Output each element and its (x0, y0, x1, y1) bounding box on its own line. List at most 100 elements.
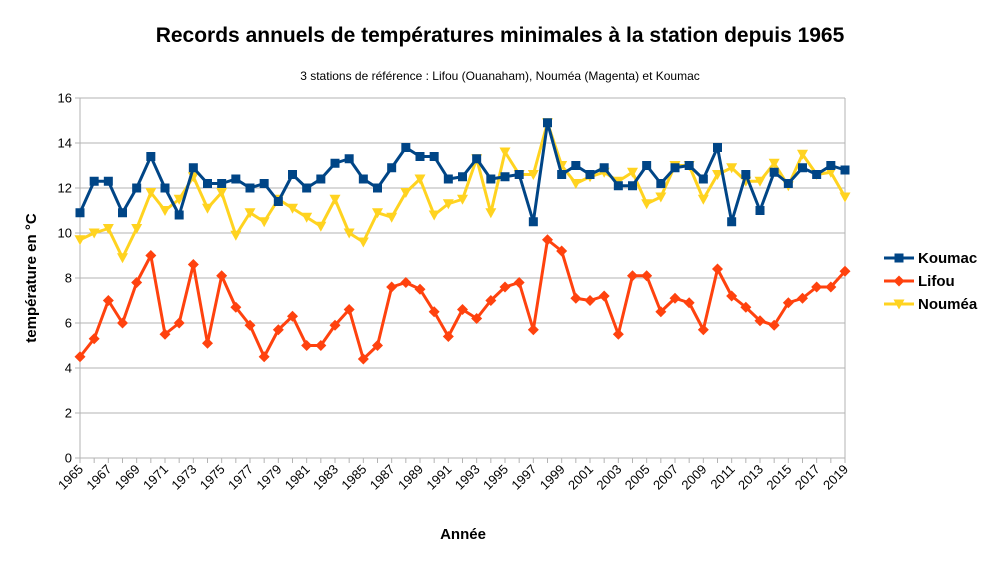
legend-label-noumea: Nouméa (918, 296, 978, 313)
data-point-lifou (499, 281, 511, 293)
x-tick-label: 1965 (55, 462, 86, 493)
data-point-lifou (386, 281, 398, 293)
data-point-noumea (159, 206, 171, 216)
data-point-koumac (741, 170, 751, 179)
data-point-lifou (414, 283, 426, 295)
data-point-noumea (499, 147, 511, 158)
data-point-koumac (302, 183, 312, 193)
legend-marker-koumac (894, 253, 904, 263)
chart-title: Records annuels de températures minimale… (156, 24, 845, 47)
data-point-koumac (288, 170, 297, 179)
data-point-lifou (542, 234, 553, 246)
data-point-koumac (174, 210, 184, 220)
data-point-noumea (343, 228, 355, 239)
data-point-koumac (500, 172, 510, 182)
data-point-lifou (584, 295, 596, 306)
series-layer (74, 118, 851, 365)
data-point-noumea (372, 208, 383, 219)
data-point-lifou (754, 315, 766, 327)
data-point-lifou (697, 324, 709, 336)
data-point-noumea (329, 194, 341, 205)
data-point-koumac (89, 176, 99, 186)
data-point-lifou (173, 317, 185, 329)
data-point-lifou (145, 250, 157, 261)
x-tick-label: 1977 (225, 462, 256, 493)
data-point-lifou (485, 295, 497, 306)
data-point-lifou (372, 340, 383, 351)
data-point-koumac (103, 176, 113, 186)
legend-item-koumac: Koumac (884, 250, 977, 267)
data-point-koumac (358, 174, 368, 184)
y-tick-label: 6 (65, 316, 72, 331)
data-point-noumea (697, 194, 709, 205)
chart-subtitle: 3 stations de référence : Lifou (Ouanaha… (300, 69, 700, 83)
data-point-lifou (513, 277, 525, 288)
data-point-noumea (825, 167, 837, 178)
x-tick-label: 1967 (83, 462, 114, 493)
y-tick-label: 4 (65, 361, 72, 376)
data-point-lifou (797, 292, 808, 304)
data-point-koumac (259, 179, 269, 188)
x-tick-label: 1985 (338, 462, 369, 493)
data-point-noumea (655, 192, 667, 203)
x-tick-label: 2019 (820, 462, 851, 493)
series-lifou (74, 234, 851, 365)
legend-label-koumac: Koumac (918, 250, 977, 267)
data-point-noumea (74, 235, 86, 246)
data-point-noumea (386, 212, 398, 223)
x-tick-label: 1989 (395, 462, 426, 493)
data-point-noumea (641, 199, 653, 210)
data-point-koumac (613, 181, 623, 191)
data-point-koumac (401, 143, 411, 152)
x-tick-label: 2013 (735, 462, 766, 493)
data-point-noumea (627, 167, 638, 178)
data-point-noumea (131, 224, 143, 234)
data-point-koumac (415, 152, 425, 161)
series-noumea (74, 118, 851, 264)
data-point-koumac (132, 183, 142, 193)
data-point-koumac (146, 152, 156, 161)
x-tick-label: 1993 (452, 462, 483, 493)
data-point-koumac (472, 154, 482, 164)
data-point-lifou (612, 328, 624, 340)
data-point-noumea (258, 217, 270, 228)
data-point-koumac (443, 174, 453, 184)
x-tick-label: 1969 (112, 462, 143, 493)
data-point-lifou (655, 306, 667, 318)
data-point-koumac (713, 143, 722, 152)
legend: Koumac Lifou Nouméa (884, 250, 978, 313)
data-point-koumac (245, 183, 255, 193)
data-point-koumac (273, 197, 283, 206)
x-tick-label: 1997 (508, 462, 539, 493)
x-tick-label: 1971 (140, 462, 171, 493)
data-point-lifou (457, 304, 468, 315)
data-point-koumac (387, 163, 397, 173)
data-point-lifou (230, 301, 242, 313)
x-tick-label: 1983 (310, 462, 341, 493)
data-point-lifou (811, 281, 823, 293)
legend-label-lifou: Lifou (918, 273, 955, 290)
data-point-lifou (343, 304, 355, 315)
data-point-koumac (798, 163, 807, 173)
data-point-lifou (216, 270, 228, 282)
data-point-noumea (301, 212, 313, 223)
data-point-lifou (782, 297, 794, 309)
data-point-lifou (598, 290, 610, 302)
data-point-koumac (840, 165, 850, 175)
data-point-lifou (726, 290, 738, 302)
data-point-lifou (329, 319, 341, 331)
data-point-noumea (712, 170, 723, 180)
x-tick-label: 2009 (678, 462, 709, 493)
y-tick-label: 16 (58, 91, 72, 106)
data-point-lifou (570, 292, 582, 304)
data-point-noumea (287, 203, 298, 214)
data-point-lifou (442, 331, 454, 342)
data-point-koumac (429, 152, 439, 161)
data-point-lifou (287, 310, 298, 322)
x-tick-label: 1999 (537, 462, 568, 493)
y-tick-label: 2 (65, 406, 72, 421)
data-point-noumea (88, 228, 100, 239)
y-tick-label: 10 (58, 226, 72, 241)
data-point-noumea (797, 149, 808, 160)
y-tick-label: 8 (65, 271, 72, 286)
